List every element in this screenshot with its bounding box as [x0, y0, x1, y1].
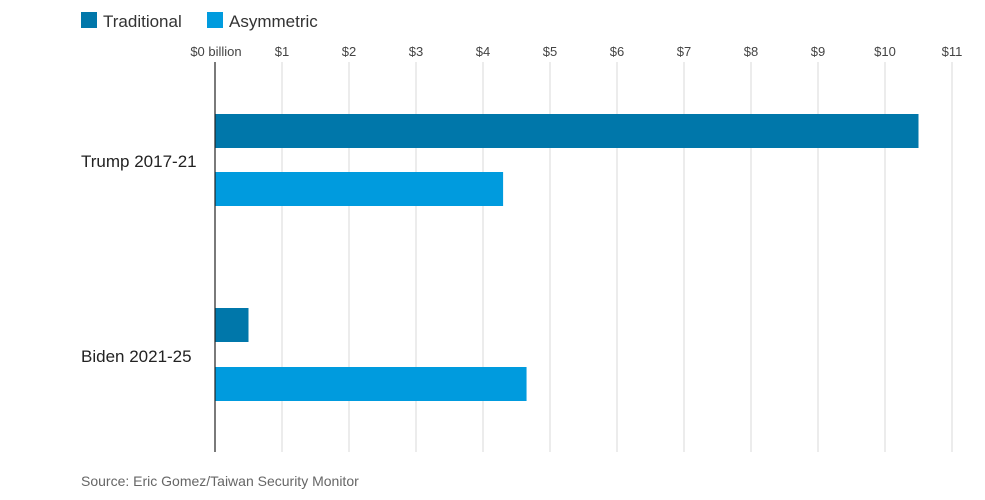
x-tick-label: $4	[476, 44, 490, 59]
bars	[215, 114, 919, 401]
category-labels: Trump 2017-21 Biden 2021-25	[81, 152, 197, 366]
legend-swatch-asymmetric	[207, 12, 223, 28]
bar-traditional-biden	[215, 308, 249, 342]
x-tick-label: $9	[811, 44, 825, 59]
legend-label-asymmetric: Asymmetric	[229, 12, 318, 31]
legend-swatch-traditional	[81, 12, 97, 28]
x-tick-label: $8	[744, 44, 758, 59]
category-label: Biden 2021-25	[81, 347, 192, 366]
legend: Traditional Asymmetric	[81, 12, 318, 31]
bar-asymmetric-biden	[215, 367, 527, 401]
x-tick-label: $11	[942, 44, 963, 59]
x-tick-label: $6	[610, 44, 624, 59]
x-tick-label: $3	[409, 44, 423, 59]
x-tick-label: $5	[543, 44, 557, 59]
x-tick-label: $2	[342, 44, 356, 59]
category-label: Trump 2017-21	[81, 152, 197, 171]
x-tick-label: $7	[677, 44, 691, 59]
x-tick-label: $0 billion	[190, 44, 241, 59]
source-note: Source: Eric Gomez/Taiwan Security Monit…	[81, 473, 359, 489]
x-tick-label: $1	[275, 44, 289, 59]
x-tick-label: $10	[874, 44, 896, 59]
bar-traditional-trump	[215, 114, 919, 148]
x-axis-tick-labels: $0 billion $1 $2 $3 $4 $5 $6 $7 $8 $9 $10 $11	[190, 44, 962, 59]
bar-asymmetric-trump	[215, 172, 504, 206]
legend-label-traditional: Traditional	[103, 12, 182, 31]
